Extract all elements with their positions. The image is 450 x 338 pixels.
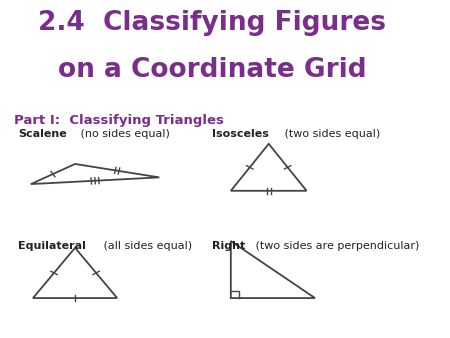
Text: Right: Right [212, 241, 245, 251]
Text: (two sides equal): (two sides equal) [280, 129, 380, 140]
Text: Scalene: Scalene [18, 129, 67, 140]
Text: Part I:  Classifying Triangles: Part I: Classifying Triangles [14, 114, 224, 127]
Text: Isosceles: Isosceles [212, 129, 269, 140]
Text: (no sides equal): (no sides equal) [77, 129, 170, 140]
Text: (two sides are perpendicular): (two sides are perpendicular) [252, 241, 419, 251]
Text: Equilateral: Equilateral [18, 241, 86, 251]
Text: 2.4  Classifying Figures: 2.4 Classifying Figures [38, 10, 386, 36]
Text: (all sides equal): (all sides equal) [100, 241, 192, 251]
Text: on a Coordinate Grid: on a Coordinate Grid [58, 57, 366, 83]
